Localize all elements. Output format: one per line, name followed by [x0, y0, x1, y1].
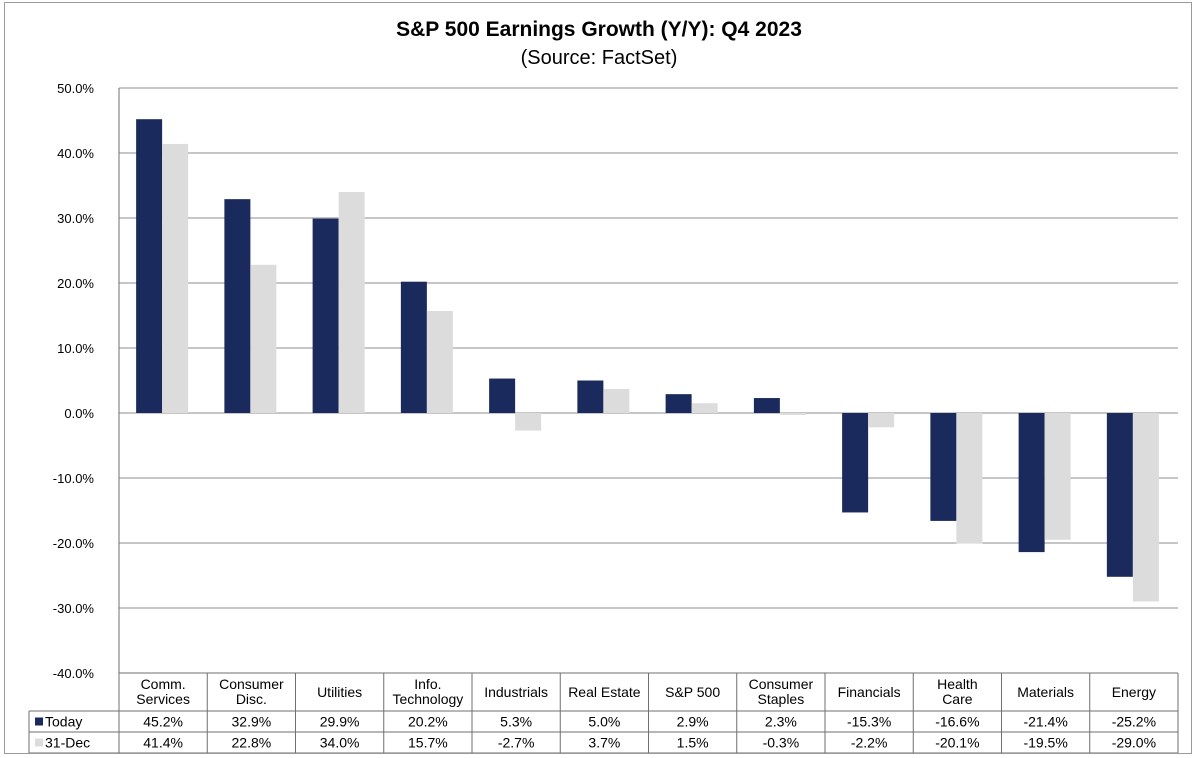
category-label: Financials — [838, 684, 901, 700]
bar-today — [842, 413, 869, 513]
category-label: Care — [942, 691, 973, 707]
category-label: Energy — [1112, 684, 1156, 700]
category-label: Materials — [1017, 684, 1074, 700]
value-label: -19.5% — [1023, 735, 1067, 751]
bar-31-dec — [250, 264, 277, 413]
value-label: -15.3% — [847, 714, 891, 730]
category-label: Consumer — [749, 676, 814, 692]
y-axis-tick-labels: 50.0% 40.0% 30.0% 20.0% 10.0% 0.0% -10.0% -20.0… — [53, 81, 95, 681]
bar-31-dec — [868, 413, 895, 428]
category-label: Services — [136, 691, 190, 707]
legend-label: 31-Dec — [45, 735, 90, 751]
category-label: S&P 500 — [665, 684, 720, 700]
value-label: 41.4% — [143, 735, 183, 751]
value-label: -16.6% — [935, 714, 979, 730]
value-label: 5.0% — [588, 714, 620, 730]
bar-31-dec — [426, 310, 453, 413]
category-label: Utilities — [317, 684, 362, 700]
bar-today — [312, 218, 339, 413]
legend-key — [35, 717, 43, 726]
value-label: 29.9% — [320, 714, 360, 730]
bar-today — [577, 380, 604, 413]
bar-31-dec — [1044, 413, 1071, 540]
bar-31-dec — [779, 413, 806, 415]
category-label: Technology — [392, 691, 463, 707]
value-label: -25.2% — [1112, 714, 1156, 730]
y-tick-label: -10.0% — [53, 471, 95, 486]
y-tick-label: 50.0% — [57, 81, 94, 96]
legend-label: Today — [45, 714, 82, 730]
gridlines — [118, 87, 1178, 673]
value-label: 34.0% — [320, 735, 360, 751]
y-tick-label: -40.0% — [53, 666, 95, 681]
value-label: 45.2% — [143, 714, 183, 730]
value-label: 2.3% — [765, 714, 797, 730]
chart-subtitle: (Source: FactSet) — [521, 47, 678, 69]
y-tick-label: 40.0% — [57, 146, 94, 161]
y-tick-label: 0.0% — [64, 406, 94, 421]
value-label: -21.4% — [1023, 714, 1067, 730]
category-label: Info. — [414, 676, 441, 692]
category-label: Consumer — [219, 676, 284, 692]
bar-today — [489, 378, 516, 413]
value-label: -2.2% — [851, 735, 888, 751]
category-label: Staples — [758, 691, 805, 707]
bar-31-dec — [338, 192, 365, 413]
y-tick-label: -30.0% — [53, 601, 95, 616]
bar-today — [224, 199, 251, 413]
bar-today — [1018, 413, 1045, 553]
bar-today — [930, 413, 957, 521]
value-label: 5.3% — [500, 714, 532, 730]
legend-key — [35, 738, 43, 747]
bar-today — [1106, 413, 1133, 577]
earnings-growth-chart: S&P 500 Earnings Growth (Y/Y): Q4 2023 (… — [28, 18, 1179, 753]
bar-today — [753, 398, 780, 413]
chart-title: S&P 500 Earnings Growth (Y/Y): Q4 2023 — [396, 18, 802, 41]
category-label: Comm. — [141, 676, 186, 692]
bar-31-dec — [956, 413, 983, 544]
bars — [136, 119, 1159, 602]
category-label: Real Estate — [568, 684, 641, 700]
value-label: 20.2% — [408, 714, 448, 730]
value-label: -0.3% — [763, 735, 800, 751]
category-label: Industrials — [484, 684, 548, 700]
bar-31-dec — [603, 388, 630, 413]
chart-frame: S&P 500 Earnings Growth (Y/Y): Q4 2023 (… — [4, 2, 1192, 754]
y-tick-label: 30.0% — [57, 211, 94, 226]
category-label: Health — [937, 676, 977, 692]
value-label: 1.5% — [677, 735, 709, 751]
value-label: 3.7% — [588, 735, 620, 751]
bar-today — [136, 119, 163, 413]
value-label: 22.8% — [232, 735, 272, 751]
bar-today — [665, 394, 692, 413]
bar-31-dec — [515, 413, 542, 431]
value-label: -2.7% — [498, 735, 535, 751]
value-label: -20.1% — [935, 735, 979, 751]
bar-31-dec — [1132, 413, 1159, 602]
value-label: -29.0% — [1112, 735, 1156, 751]
y-tick-label: 10.0% — [57, 341, 94, 356]
value-label: 2.9% — [677, 714, 709, 730]
y-tick-label: 20.0% — [57, 276, 94, 291]
category-label: Disc. — [236, 691, 267, 707]
bar-today — [400, 281, 427, 413]
value-label: 15.7% — [408, 735, 448, 751]
bar-31-dec — [162, 143, 189, 413]
y-tick-label: -20.0% — [53, 536, 95, 551]
bar-31-dec — [691, 403, 718, 413]
value-label: 32.9% — [232, 714, 272, 730]
